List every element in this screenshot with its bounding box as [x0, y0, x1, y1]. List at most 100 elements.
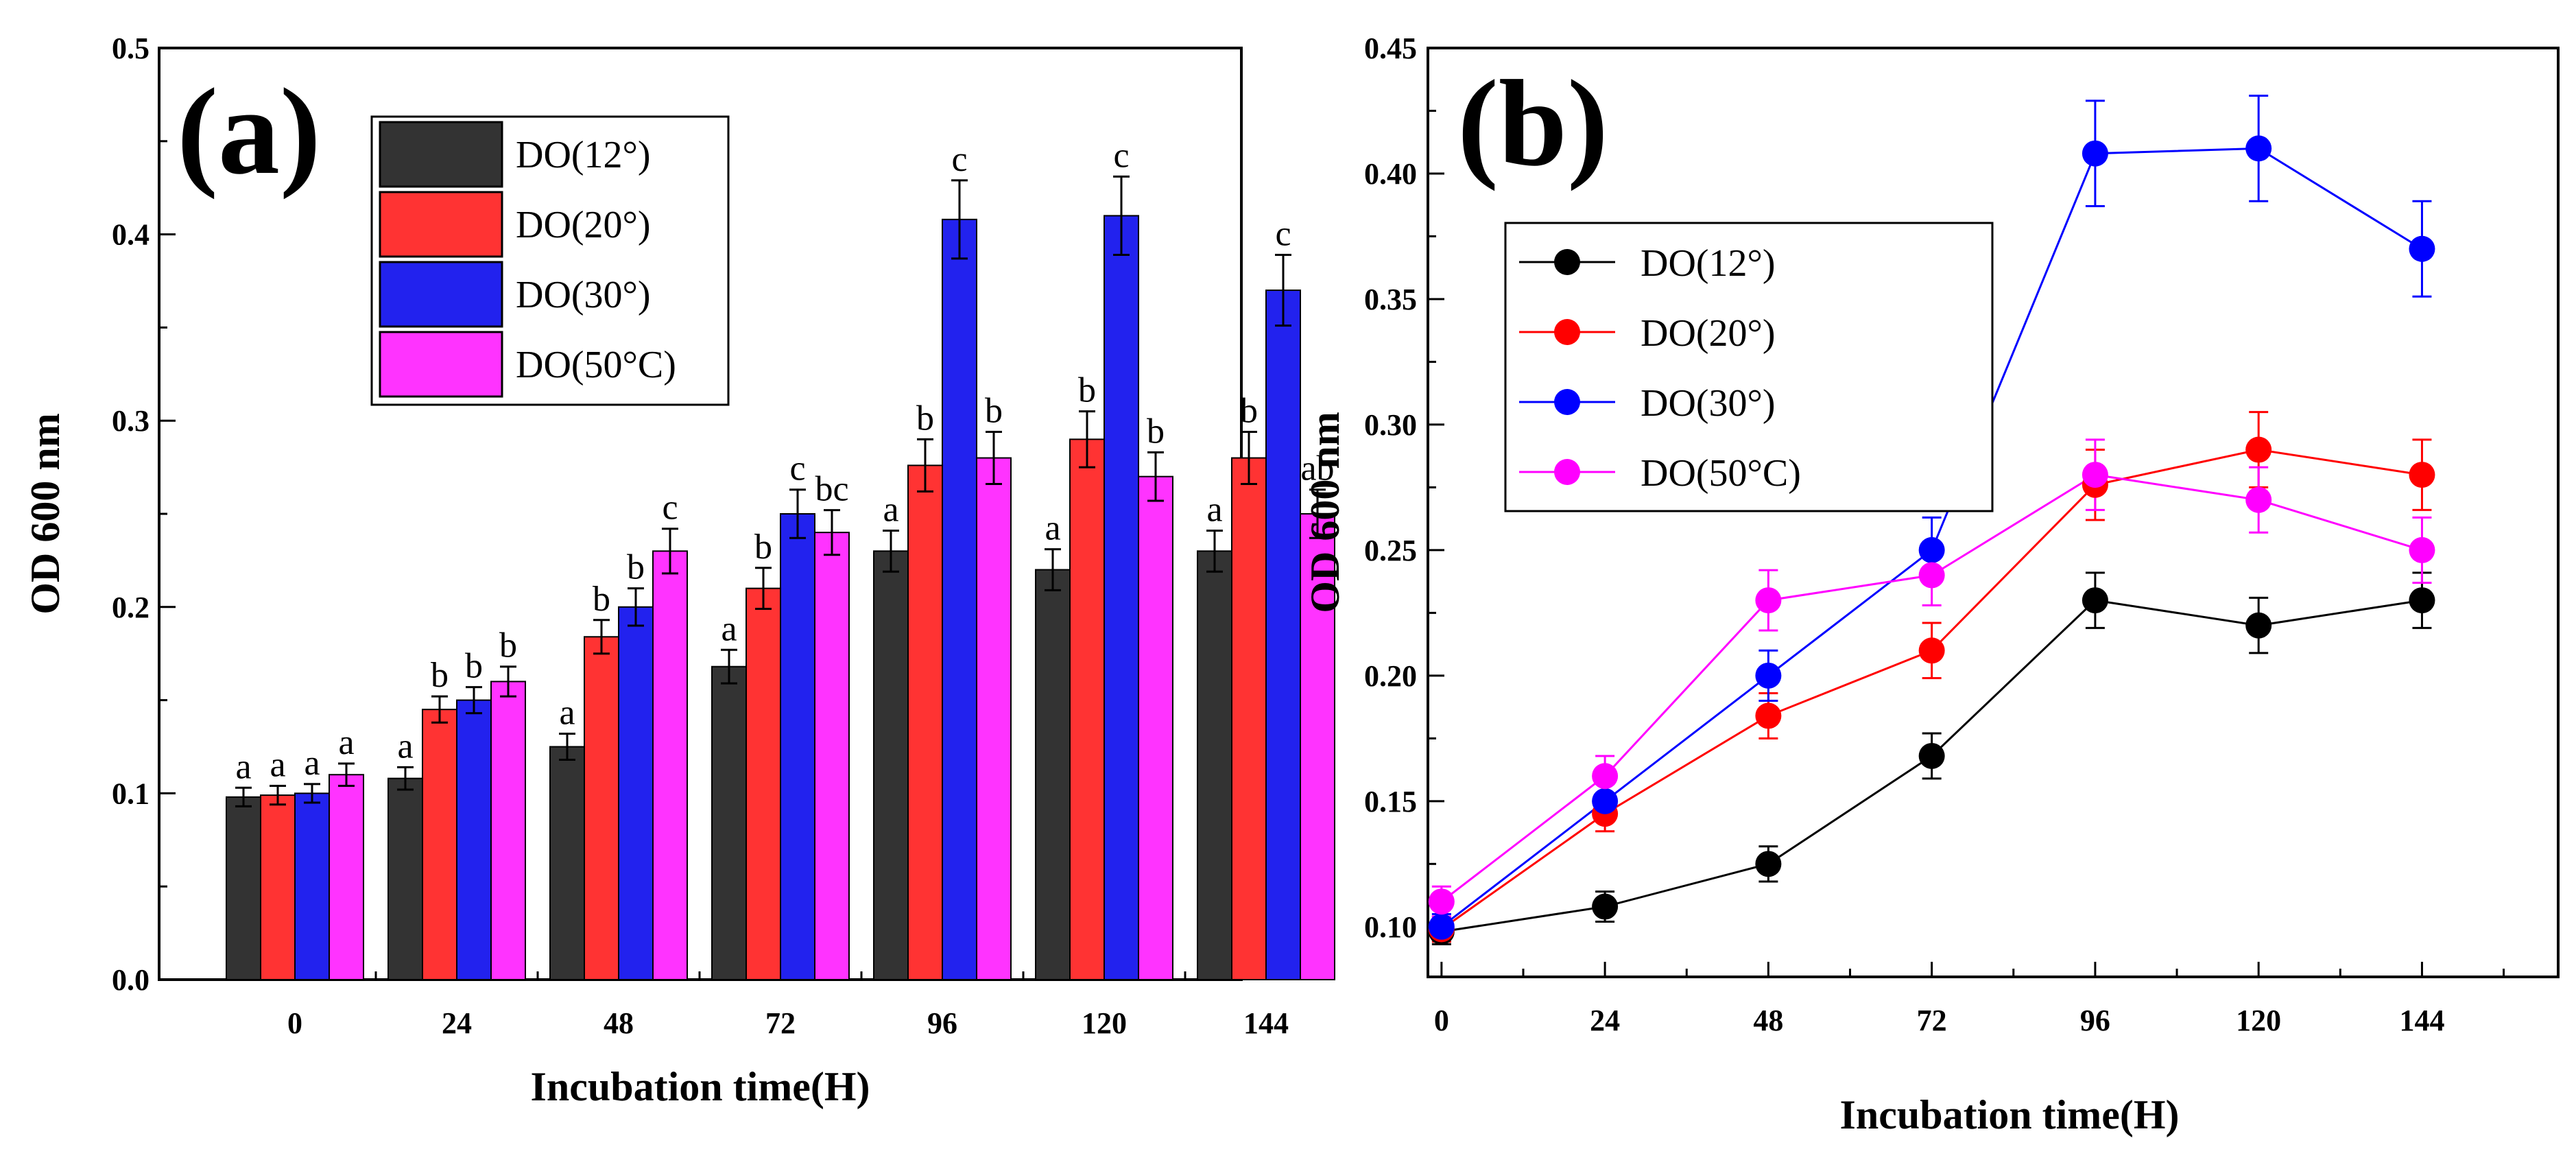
- legend-box: [1504, 222, 1994, 512]
- panel-a-y-axis-label: OD 600 nm: [23, 413, 68, 614]
- significance-letter: b: [627, 548, 645, 587]
- bar: [422, 709, 457, 981]
- significance-letter: c: [1113, 136, 1129, 175]
- data-point: [2409, 462, 2435, 488]
- data-point: [1428, 913, 1455, 940]
- bar: [814, 532, 850, 980]
- x-tick-label: 72: [1917, 1004, 1947, 1037]
- x-tick-label: 120: [1082, 1006, 1127, 1040]
- significance-letter: a: [304, 744, 320, 783]
- significance-letter: ab: [1300, 449, 1334, 488]
- significance-letter: b: [465, 647, 483, 686]
- data-point: [1755, 587, 1782, 614]
- legend-label: DO(50°C): [516, 344, 676, 386]
- bar: [1138, 475, 1173, 980]
- y-tick-label: 0.40: [1364, 157, 1417, 191]
- legend-swatch: [379, 191, 503, 258]
- data-point: [1755, 851, 1782, 877]
- significance-letter: a: [270, 746, 285, 785]
- legend-marker: [1554, 249, 1580, 275]
- panel-a-x-axis-label: Incubation time(H): [531, 1064, 870, 1109]
- bar: [260, 794, 296, 980]
- x-tick-label: 48: [1753, 1004, 1783, 1037]
- x-tick-label: 72: [765, 1006, 796, 1040]
- panel-b-y-axis-label: OD 600 nm: [1302, 412, 1348, 613]
- data-point: [1918, 536, 1945, 563]
- x-tick-label: 96: [2080, 1004, 2110, 1037]
- data-point: [2245, 486, 2272, 513]
- data-point: [1592, 893, 1619, 920]
- data-point: [1428, 888, 1455, 915]
- bar: [711, 665, 747, 980]
- panel-b-line-chart: 0.10 0.15 0.20 0.25 0.30 0.35 0.40 0.45 0 24 48 72…: [1302, 32, 2560, 1137]
- significance-letter: b: [1147, 412, 1165, 451]
- panel-b-x-axis: 0 24 48 72 96 120 144: [1434, 962, 2505, 1037]
- data-point: [1918, 637, 1945, 664]
- significance-letter: b: [1078, 371, 1096, 410]
- panel-a-bar-chart: 0.00.10.20.30.40.5 0 24 48 72 96 120 144 aaaaa…: [23, 32, 1335, 1109]
- data-point: [2409, 235, 2435, 262]
- y-tick-label: 0.5: [112, 32, 150, 65]
- significance-letter: b: [499, 626, 517, 665]
- data-point: [1755, 662, 1782, 689]
- significance-letter: a: [721, 609, 737, 648]
- y-tick-label: 0.4: [112, 218, 150, 252]
- legend-label: DO(50°C): [1641, 452, 1801, 495]
- y-tick-label: 0.35: [1364, 283, 1417, 316]
- significance-letter: b: [593, 580, 610, 619]
- data-point: [2245, 612, 2272, 639]
- data-point: [2409, 536, 2435, 563]
- data-point: [2245, 135, 2272, 162]
- x-tick-label: 96: [927, 1006, 957, 1040]
- legend-label: DO(20°): [516, 204, 651, 246]
- y-tick-label: 0.15: [1364, 785, 1417, 818]
- legend-swatch: [379, 331, 503, 398]
- legend-marker: [1554, 459, 1580, 485]
- significance-letter: a: [235, 747, 251, 786]
- panel-b-label: (b): [1457, 55, 1608, 191]
- x-tick-label: 120: [2236, 1004, 2281, 1037]
- x-tick-label: 48: [604, 1006, 634, 1040]
- data-point: [1918, 742, 1945, 769]
- data-point: [1592, 763, 1619, 790]
- significance-letter: a: [338, 723, 354, 762]
- bar: [387, 777, 423, 980]
- significance-letter: bc: [815, 470, 848, 509]
- legend-marker: [1554, 319, 1580, 345]
- bar: [1265, 290, 1301, 980]
- panel-b-x-axis-label: Incubation time(H): [1840, 1092, 2180, 1137]
- panel-a-label: (a): [177, 63, 321, 200]
- y-tick-label: 0.3: [112, 404, 150, 438]
- significance-letter: c: [1275, 214, 1291, 253]
- legend-label: DO(20°): [1641, 312, 1776, 355]
- bar: [1035, 569, 1071, 980]
- panel-a-legend: DO(12°) DO(20°) DO(30°) DO(50°C): [370, 115, 730, 406]
- legend-swatch: [379, 261, 503, 328]
- significance-letter: b: [916, 399, 934, 438]
- significance-letter: b: [1240, 391, 1258, 430]
- bar: [1069, 438, 1105, 980]
- significance-letter: a: [559, 693, 575, 732]
- panel-b-legend: DO(12°) DO(20°) DO(30°) DO(50°C): [1504, 222, 1994, 512]
- data-point: [2245, 436, 2272, 463]
- significance-letter: a: [397, 726, 413, 766]
- panel-a-y-axis: 0.0 0.1 0.2 0.3 0.4 0.5: [112, 32, 176, 997]
- significance-letter: b: [431, 656, 449, 695]
- bar: [652, 550, 688, 980]
- y-tick-label: 0.1: [112, 777, 150, 810]
- panel-b-y-axis: 0.10 0.15 0.20 0.25 0.30 0.35 0.40 0.45: [1364, 32, 1444, 944]
- panel-b-points: [1428, 135, 2435, 945]
- bar: [584, 636, 619, 980]
- bar: [456, 699, 492, 980]
- significance-letter: a: [883, 490, 898, 529]
- bar: [329, 774, 364, 980]
- data-point: [2082, 462, 2108, 488]
- x-tick-label: 0: [287, 1006, 302, 1040]
- y-tick-label: 0.25: [1364, 534, 1417, 567]
- x-tick-label: 0: [1434, 1004, 1449, 1037]
- significance-letter: c: [662, 488, 678, 528]
- bar: [1300, 513, 1335, 980]
- legend-label: DO(30°): [516, 274, 651, 316]
- bar: [618, 606, 654, 980]
